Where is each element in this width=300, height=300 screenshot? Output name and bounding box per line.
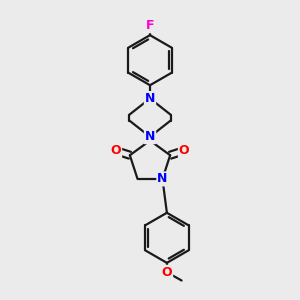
Text: O: O <box>110 144 121 157</box>
Text: N: N <box>145 92 155 105</box>
Text: F: F <box>146 19 154 32</box>
Text: O: O <box>162 266 172 279</box>
Text: N: N <box>157 172 168 185</box>
Text: N: N <box>145 130 155 143</box>
Text: O: O <box>179 144 190 157</box>
